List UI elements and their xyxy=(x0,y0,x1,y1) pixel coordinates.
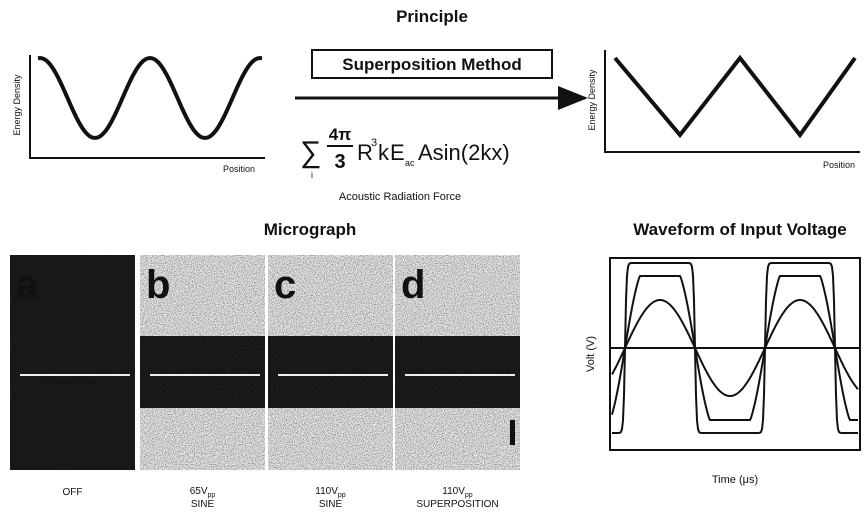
panel-letter: d xyxy=(401,263,425,307)
panel-texture xyxy=(268,255,393,470)
panel-letter: b xyxy=(146,263,170,307)
voltage: 110V xyxy=(442,486,465,497)
sine-wave xyxy=(611,299,859,397)
waveform-plot: Volt (V) Time (μs) xyxy=(585,257,861,486)
formula-caption: Acoustic Radiation Force xyxy=(339,191,461,203)
voltage: 65V xyxy=(190,486,208,497)
energy-curve xyxy=(613,54,857,139)
voltage-subscript: pp xyxy=(338,492,346,499)
formula: ∑ i 4π 3 R 3 k E ac Asin(2kx) xyxy=(300,125,510,180)
method-box xyxy=(311,49,553,79)
fraction-denominator: 3 xyxy=(334,151,345,173)
fraction-numerator: 4π xyxy=(329,125,351,144)
formula-e-sub: ac xyxy=(405,158,415,168)
panel-wave: SINE xyxy=(319,499,343,510)
panel-caption: OFF xyxy=(63,487,83,498)
formula-tail: Asin(2kx) xyxy=(418,140,510,165)
formula-k: k xyxy=(378,140,390,165)
panel-letter: a xyxy=(16,263,39,307)
y-axis-label: Energy Density xyxy=(587,69,597,131)
principle-title: Principle xyxy=(396,7,468,26)
energy-curve xyxy=(37,55,263,140)
voltage: 110V xyxy=(315,486,338,497)
micrograph-panel: a Pressure Node OFF xyxy=(10,255,135,498)
x-axis-label: Position xyxy=(223,164,255,174)
y-axis-label: Volt (V) xyxy=(585,336,597,372)
plot-frame xyxy=(609,257,861,451)
x-axis-label: Time (μs) xyxy=(712,474,758,486)
axes xyxy=(604,50,860,153)
panel-wave: SUPERPOSITION xyxy=(416,499,498,510)
node-label: Pressure Node xyxy=(45,377,99,386)
y-axis-label: Energy Density xyxy=(12,74,22,136)
square-wave xyxy=(612,262,858,434)
panel-texture xyxy=(10,255,135,470)
sum-index: i xyxy=(311,170,313,180)
formula-r: R xyxy=(357,140,373,165)
axes xyxy=(29,55,265,159)
method-label: Superposition Method xyxy=(342,55,521,74)
left-plot: Energy Density Position xyxy=(12,55,265,174)
waveform-title: Waveform of Input Voltage xyxy=(633,220,846,239)
formula-power: 3 xyxy=(371,137,377,149)
scale-bar xyxy=(510,420,515,445)
sum-sign: ∑ xyxy=(300,136,321,169)
panel-letter: c xyxy=(274,263,296,307)
panel-voltage: 65Vpp xyxy=(190,486,216,499)
panel-texture xyxy=(140,255,265,470)
formula-e: E xyxy=(390,140,405,165)
panel-voltage: 110Vpp xyxy=(315,486,346,499)
panel-texture xyxy=(395,255,520,470)
x-axis-label: Position xyxy=(823,160,855,170)
voltage-subscript: pp xyxy=(208,492,216,499)
voltage-subscript: pp xyxy=(465,492,473,499)
panel-wave: SINE xyxy=(191,499,215,510)
panel-voltage: 110Vpp xyxy=(442,486,473,499)
superposition-wave xyxy=(611,275,858,421)
right-plot: Energy Density Position xyxy=(587,50,860,170)
micrograph-title: Micrograph xyxy=(264,220,357,239)
